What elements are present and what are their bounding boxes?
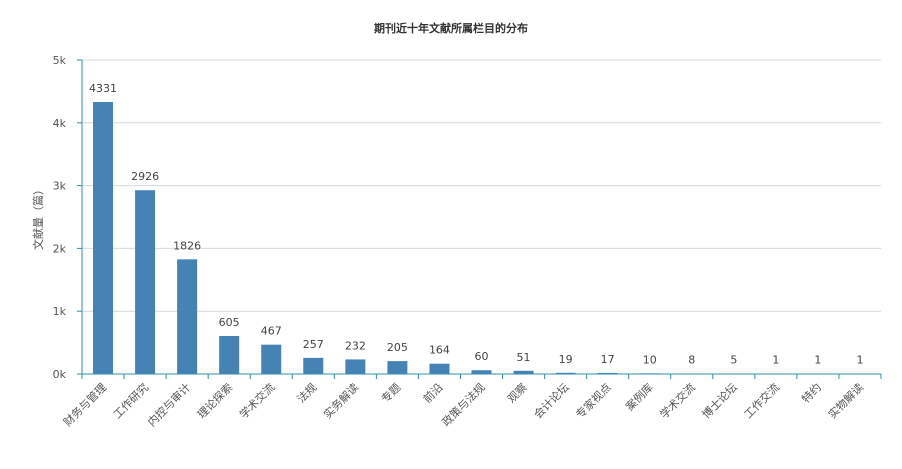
data-label: 60 <box>475 350 489 363</box>
bar[interactable] <box>555 372 576 374</box>
bar[interactable] <box>219 336 240 374</box>
data-label: 467 <box>261 325 282 338</box>
x-tick-label: 学术交流 <box>657 380 698 421</box>
x-tick-label: 特约 <box>799 380 824 405</box>
x-tick-label: 前沿 <box>420 380 445 405</box>
bar[interactable] <box>135 190 156 374</box>
bar[interactable] <box>597 372 618 374</box>
x-tick-label: 政策与法规 <box>439 380 488 429</box>
bar[interactable] <box>93 102 114 375</box>
x-tick-label: 工作研究 <box>110 380 151 421</box>
x-tick-label: 观察 <box>504 380 529 405</box>
data-label: 4331 <box>89 82 117 95</box>
data-label: 19 <box>559 353 573 366</box>
y-tick-label: 4k <box>53 117 67 130</box>
bar[interactable] <box>177 259 198 374</box>
data-label: 5 <box>730 354 737 367</box>
chart-title: 期刊近十年文献所属栏目的分布 <box>374 21 528 35</box>
data-label: 232 <box>345 339 366 352</box>
x-tick-label: 实务解读 <box>320 380 361 421</box>
x-tick-label: 专题 <box>378 380 403 405</box>
bar[interactable] <box>429 363 450 374</box>
y-tick-label: 0k <box>53 368 67 381</box>
data-label: 17 <box>601 353 615 366</box>
x-tick-label: 专家视点 <box>573 380 614 421</box>
data-label: 164 <box>429 344 450 357</box>
data-label: 1 <box>814 354 821 367</box>
bar[interactable] <box>513 370 534 374</box>
y-tick-label: 5k <box>53 54 67 67</box>
data-label: 205 <box>387 341 408 354</box>
y-tick-label: 1k <box>53 305 67 318</box>
y-axis-label: 文献量（篇） <box>31 184 45 250</box>
bars <box>93 102 870 375</box>
bar[interactable] <box>303 357 324 374</box>
x-tick-label: 案例库 <box>623 380 656 413</box>
data-label: 1826 <box>173 239 201 252</box>
data-label: 605 <box>219 316 240 329</box>
x-tick-label: 理论探索 <box>194 380 235 421</box>
x-tick-label: 博士论坛 <box>699 380 740 421</box>
x-tick-label: 工作交流 <box>741 380 782 421</box>
x-tick-label: 财务与管理 <box>60 380 109 429</box>
data-label: 10 <box>643 353 657 366</box>
data-label: 1 <box>856 354 863 367</box>
x-tick-label: 内控与审计 <box>144 380 193 429</box>
bar[interactable] <box>261 344 282 374</box>
y-axis-ticks: 0k 1k 2k 3k 4k 5k <box>53 54 82 381</box>
data-label: 2926 <box>131 170 159 183</box>
data-label: 257 <box>303 338 324 351</box>
x-tick-label: 实物解读 <box>825 380 866 421</box>
data-label: 8 <box>688 353 695 366</box>
x-tick-label: 会计论坛 <box>531 380 572 421</box>
data-label: 1 <box>772 354 779 367</box>
gridlines <box>82 59 881 312</box>
bar[interactable] <box>345 359 366 374</box>
x-tick-label: 法规 <box>294 380 319 405</box>
x-axis-ticks: 财务与管理 工作研究内控与审计 理论探索 学术交流 法规 实务解读 专题 前沿政策与法规 观察会… <box>60 374 882 429</box>
bar[interactable] <box>471 370 492 374</box>
bar[interactable] <box>387 361 408 374</box>
y-tick-label: 3k <box>53 180 67 193</box>
data-label: 51 <box>517 351 531 364</box>
x-tick-label: 学术交流 <box>236 380 277 421</box>
y-tick-label: 2k <box>53 242 67 255</box>
